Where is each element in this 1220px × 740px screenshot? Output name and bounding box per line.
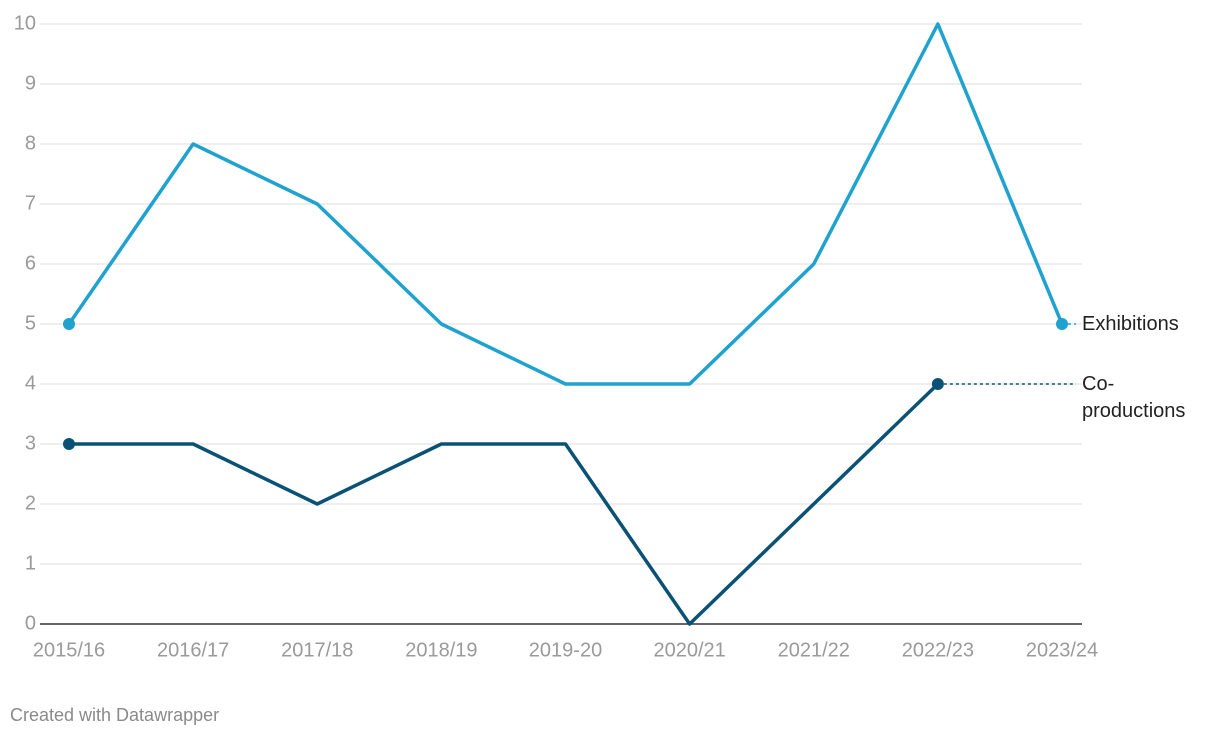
y-tick-label: 6 — [25, 252, 36, 274]
line — [69, 382, 940, 626]
y-tick-label: 8 — [25, 132, 36, 154]
y-tick-label: 2 — [25, 492, 36, 514]
y-tick-label: 0 — [25, 612, 36, 634]
x-tick-label: 2023/24 — [1026, 639, 1098, 661]
y-tick-label: 10 — [14, 12, 36, 34]
y-tick-label: 1 — [25, 552, 36, 574]
x-tick-label: 2016/17 — [157, 639, 229, 661]
credit: Created with Datawrapper — [10, 705, 220, 725]
x-tick-label: 2020/21 — [653, 639, 725, 661]
y-tick-label: 4 — [25, 372, 36, 394]
y-tick-label: 9 — [25, 72, 36, 94]
x-tick-label: 2017/18 — [281, 639, 353, 661]
line — [67, 22, 1064, 386]
x-tick-label: 2015/16 — [33, 639, 105, 661]
x-tick-label: 2018/19 — [405, 639, 477, 661]
y-tick-label: 5 — [25, 312, 36, 334]
point — [63, 318, 75, 330]
series-label: Co-productions — [1082, 372, 1186, 422]
x-tick-label: 2021/22 — [778, 639, 850, 661]
y-tick-label: 7 — [25, 192, 36, 214]
x-tick-label: 2022/23 — [902, 639, 974, 661]
point — [63, 438, 75, 450]
series-label: Exhibitions — [1082, 312, 1179, 335]
x-tick-label: 2019-20 — [529, 639, 602, 661]
y-tick-label: 3 — [25, 432, 36, 454]
